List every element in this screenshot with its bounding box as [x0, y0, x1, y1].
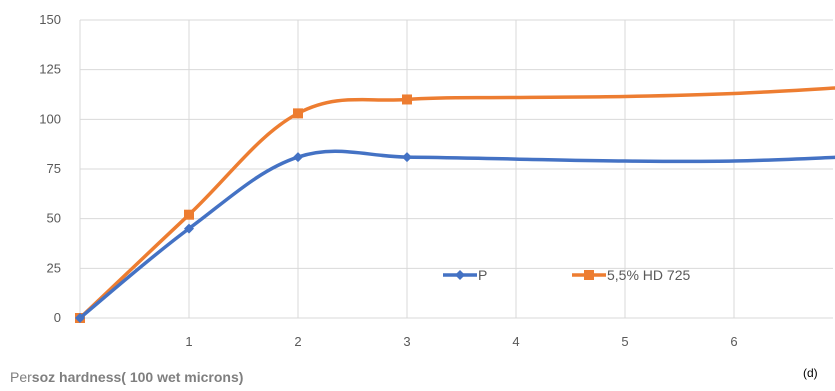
- x-tick-label: 6: [730, 334, 737, 349]
- legend: P 5,5% HD 725: [443, 267, 690, 283]
- y-tick-label: 150: [39, 12, 61, 27]
- x-tick-label: 2: [294, 334, 301, 349]
- x-tick-label: 3: [403, 334, 410, 349]
- legend-entry: P: [443, 267, 487, 283]
- series-layer: [75, 86, 835, 323]
- x-tick-label: 4: [512, 334, 519, 349]
- x-axis-title-rest: soz hardness( 100 wet microns): [31, 369, 244, 385]
- series-line: [78, 86, 835, 320]
- data-point: [402, 94, 412, 105]
- legend-marker: [584, 270, 594, 280]
- series-p: [75, 149, 835, 323]
- axis-labels: 02550751001251501234567: [39, 12, 737, 349]
- y-tick-label: 75: [47, 161, 61, 176]
- legend-entry: 5,5% HD 725: [572, 267, 690, 283]
- y-tick-label: 100: [39, 111, 61, 126]
- series-line: [78, 149, 835, 320]
- y-tick-label: 125: [39, 62, 61, 77]
- legend-label: 5,5% HD 725: [607, 267, 690, 283]
- y-tick-label: 25: [47, 260, 61, 275]
- data-point: [402, 152, 412, 163]
- x-axis-title: Persoz hardness( 100 wet microns): [10, 369, 243, 385]
- y-tick-label: 50: [47, 211, 61, 226]
- gridlines: [79, 19, 833, 319]
- data-point: [75, 313, 85, 323]
- x-tick-label: 1: [185, 334, 192, 349]
- x-axis-title-prefix: Per: [10, 369, 32, 385]
- data-point: [293, 108, 303, 119]
- legend-marker: [455, 270, 465, 280]
- data-point: [184, 209, 194, 220]
- data-point: [293, 152, 303, 163]
- panel-label: (d): [803, 366, 818, 380]
- legend-label: P: [478, 267, 487, 283]
- y-tick-label: 0: [54, 310, 61, 325]
- x-tick-label: 5: [621, 334, 628, 349]
- data-point: [184, 223, 194, 234]
